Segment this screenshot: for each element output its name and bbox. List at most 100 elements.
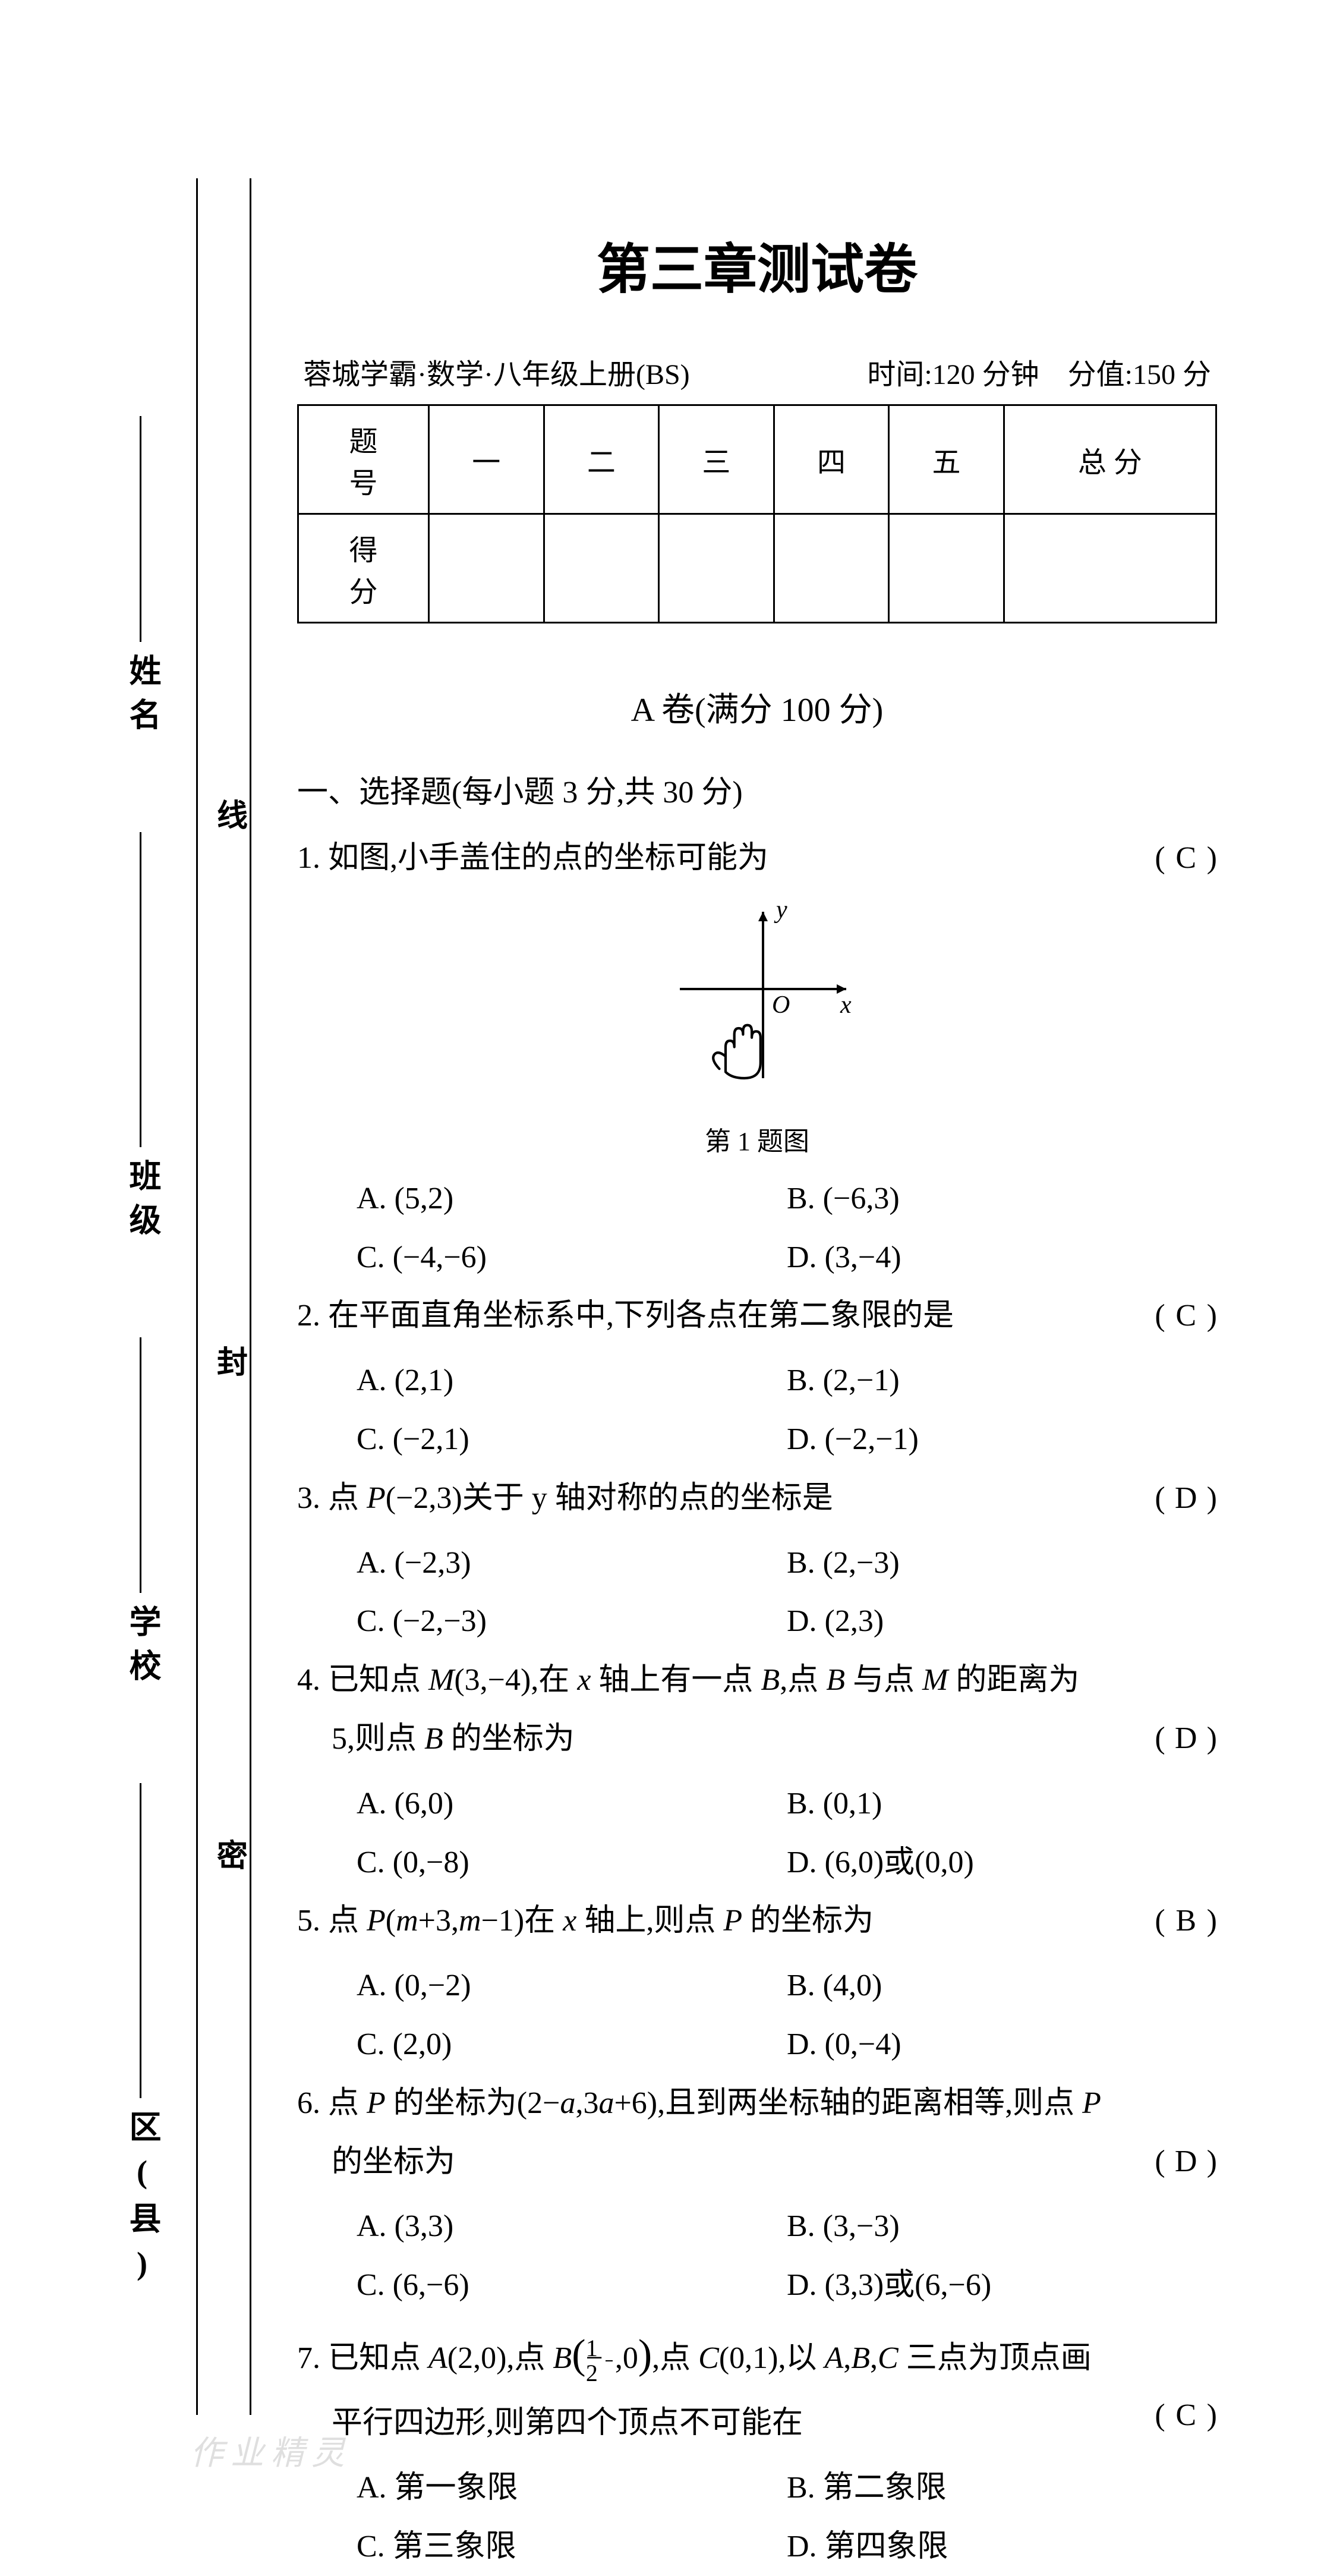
q3-opt-b: B. (2,−3): [787, 1534, 1217, 1593]
q2-opt-b: B. (2,−1): [787, 1352, 1217, 1410]
q6-num: 6.: [297, 2086, 320, 2120]
table-row: 得分: [298, 514, 1216, 623]
score-cell: [1004, 514, 1216, 623]
figure1-caption: 第 1 题图: [297, 1120, 1217, 1158]
q4-answer: D: [1165, 1709, 1207, 1768]
q5-opt-a: A. (0,−2): [357, 1957, 787, 2016]
q3-num: 3.: [297, 1481, 320, 1515]
q1-opt-d: D. (3,−4): [787, 1229, 1217, 1287]
score-cell: [889, 514, 1004, 623]
row2-label: 得分: [298, 514, 429, 623]
q3-answer: D: [1165, 1469, 1207, 1528]
q6-answer: D: [1165, 2133, 1207, 2191]
q3-text: 3. 点 P(−2,3)关于 y 轴对称的点的坐标是: [297, 1469, 1217, 1528]
subtitle-time: 时间:120 分钟: [867, 359, 1039, 391]
q7-opt-b: B. 第二象限: [787, 2459, 1217, 2518]
score-cell: [774, 514, 889, 623]
q6-text: 6. 点 P 的坐标为(2−a,3a+6),且到两坐标轴的距离相等,则点 P 的…: [297, 2074, 1217, 2192]
q2-options: A. (2,1) B. (2,−1) C. (−2,1) D. (−2,−1): [297, 1352, 1217, 1469]
subtitle-score: 分值:150 分: [1068, 359, 1211, 391]
coord-axes-icon: y x O: [644, 900, 870, 1114]
q1-body: 如图,小手盖住的点的坐标可能为: [328, 841, 768, 875]
q6-opt-b: B. (3,−3): [787, 2197, 1217, 2256]
q7-answer-paren: (C): [1155, 2386, 1217, 2445]
score-cell: [429, 514, 544, 623]
q3-var: P: [367, 1481, 386, 1515]
q6-opt-a: A. (3,3): [357, 2197, 787, 2256]
q2-body: 在平面直角坐标系中,下列各点在第二象限的是: [328, 1299, 954, 1333]
subtitle-row: 蓉城学霸·数学·八年级上册(BS) 时间:120 分钟 分值:150 分: [297, 351, 1217, 392]
q3-opt-d: D. (2,3): [787, 1592, 1217, 1651]
q2-opt-d: D. (−2,−1): [787, 1410, 1217, 1469]
q2-opt-a: A. (2,1): [357, 1352, 787, 1410]
q7-text: 7. 已知点 A(2,0),点 B(−12,0),点 C(0,1),以 A,B,…: [297, 2315, 1217, 2453]
q5-text: 5. 点 P(m+3,m−1)在 x 轴上,则点 P 的坐标为: [297, 1892, 1217, 1951]
score-table: 题号 一 二 三 四 五 总 分 得分: [297, 404, 1217, 623]
q2-answer: C: [1165, 1287, 1207, 1346]
score-cell: [659, 514, 774, 623]
table-row: 题号 一 二 三 四 五 总 分: [298, 405, 1216, 514]
question-7: 7. 已知点 A(2,0),点 B(−12,0),点 C(0,1),以 A,B,…: [297, 2315, 1217, 2453]
q2-opt-c: C. (−2,1): [357, 1410, 787, 1469]
figure-1: y x O 第 1 题图: [297, 900, 1217, 1158]
col-1: 一: [429, 405, 544, 514]
col-5: 五: [889, 405, 1004, 514]
q3-answer-paren: (D): [1155, 1469, 1217, 1528]
question-3: 3. 点 P(−2,3)关于 y 轴对称的点的坐标是 (D): [297, 1469, 1217, 1528]
col-2: 二: [544, 405, 659, 514]
axis-x-label: x: [840, 991, 852, 1019]
q5-opt-c: C. (2,0): [357, 2016, 787, 2074]
q1-options: A. (5,2) B. (−6,3) C. (−4,−6) D. (3,−4): [297, 1170, 1217, 1287]
q6-options: A. (3,3) B. (3,−3) C. (6,−6) D. (3,3)或(6…: [297, 2197, 1217, 2315]
q4-opt-c: C. (0,−8): [357, 1834, 787, 1892]
q5-num: 5.: [297, 1904, 320, 1938]
section-a-title: A 卷(满分 100 分): [297, 683, 1217, 731]
q3-post: (−2,3)关于 y 轴对称的点的坐标是: [386, 1481, 833, 1515]
q7-opt-c: C. 第三象限: [357, 2518, 787, 2576]
q3-pre: 点: [328, 1481, 367, 1515]
q7-body: 已知点 A(2,0),点 B(−12,0),点 C(0,1),以 A,B,C 三…: [328, 2341, 1092, 2440]
q4-body: 已知点 M(3,−4),在 x 轴上有一点 B,点 B 与点 M 的距离为 5,…: [328, 1663, 1079, 1756]
q2-text: 2. 在平面直角坐标系中,下列各点在第二象限的是: [297, 1287, 1217, 1346]
col-total: 总 分: [1004, 405, 1216, 514]
q3-opt-c: C. (−2,−3): [357, 1592, 787, 1651]
row1-label: 题号: [298, 405, 429, 514]
q7-answer: C: [1165, 2386, 1207, 2445]
axis-y-label: y: [774, 900, 787, 924]
question-6: 6. 点 P 的坐标为(2−a,3a+6),且到两坐标轴的距离相等,则点 P 的…: [297, 2074, 1217, 2192]
q4-answer-paren: (D): [1155, 1709, 1217, 1768]
col-3: 三: [659, 405, 774, 514]
q6-opt-c: C. (6,−6): [357, 2256, 787, 2315]
q1-opt-b: B. (−6,3): [787, 1170, 1217, 1229]
q1-answer: C: [1165, 829, 1207, 888]
question-5: 5. 点 P(m+3,m−1)在 x 轴上,则点 P 的坐标为 (B): [297, 1892, 1217, 1951]
watermark-bottom: 作业精灵: [190, 2426, 352, 2474]
q4-num: 4.: [297, 1663, 320, 1697]
q6-opt-d: D. (3,3)或(6,−6): [787, 2256, 1217, 2315]
q3-opt-a: A. (−2,3): [357, 1534, 787, 1593]
q1-text: 1. 如图,小手盖住的点的坐标可能为: [297, 829, 1217, 888]
section1-header: 一、选择题(每小题 3 分,共 30 分): [297, 767, 1217, 811]
q2-num: 2.: [297, 1299, 320, 1333]
q1-num: 1.: [297, 841, 320, 875]
question-4: 4. 已知点 M(3,−4),在 x 轴上有一点 B,点 B 与点 M 的距离为…: [297, 1651, 1217, 1769]
q4-options: A. (6,0) B. (0,1) C. (0,−8) D. (6,0)或(0,…: [297, 1775, 1217, 1892]
chapter-title: 第三章测试卷: [297, 226, 1217, 303]
q7-options: A. 第一象限 B. 第二象限 C. 第三象限 D. 第四象限: [297, 2459, 1217, 2576]
page-content: 第三章测试卷 蓉城学霸·数学·八年级上册(BS) 时间:120 分钟 分值:15…: [0, 0, 1324, 2534]
score-cell: [544, 514, 659, 623]
q7-after: ,0: [615, 2341, 638, 2375]
q7-frac-den: 2: [606, 2361, 613, 2385]
subtitle-left: 蓉城学霸·数学·八年级上册(BS): [303, 351, 690, 392]
q1-opt-c: C. (−4,−6): [357, 1229, 787, 1287]
q4-opt-b: B. (0,1): [787, 1775, 1217, 1834]
q5-body: 点 P(m+3,m−1)在 x 轴上,则点 P 的坐标为: [328, 1904, 874, 1938]
q6-body: 点 P 的坐标为(2−a,3a+6),且到两坐标轴的距离相等,则点 P 的坐标为: [328, 2086, 1101, 2179]
question-1: 1. 如图,小手盖住的点的坐标可能为 (C): [297, 829, 1217, 888]
q4-opt-a: A. (6,0): [357, 1775, 787, 1834]
q5-answer-paren: (B): [1155, 1892, 1217, 1951]
axis-o-label: O: [772, 991, 790, 1019]
q5-answer: B: [1165, 1892, 1207, 1951]
col-4: 四: [774, 405, 889, 514]
q7-frac-num: 1: [606, 2336, 613, 2361]
